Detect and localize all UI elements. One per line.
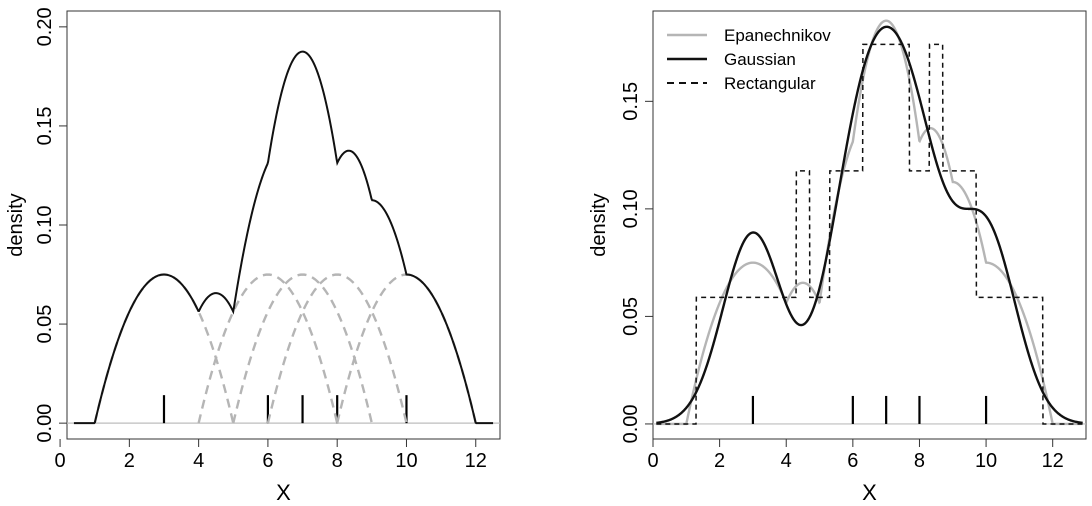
y-tick-label: 0.10 <box>620 189 642 228</box>
kernel-curve <box>232 273 373 424</box>
density-estimate-line <box>73 50 494 425</box>
y-tick-label: 0.00 <box>34 404 56 443</box>
y-axis-label: density <box>588 193 610 256</box>
x-tick-label: 0 <box>55 450 66 472</box>
x-tick-label: 0 <box>647 450 658 472</box>
rectangular-density-line <box>656 43 1083 425</box>
y-tick-label: 0.15 <box>620 82 642 121</box>
x-tick-label: 10 <box>395 450 417 472</box>
y-tick-label: 0.05 <box>34 305 56 344</box>
legend-label-gaussian: Gaussian <box>724 50 796 69</box>
y-tick-label: 0.05 <box>620 297 642 336</box>
x-axis-label: X <box>276 480 291 505</box>
x-tick-label: 8 <box>332 450 343 472</box>
x-tick-label: 10 <box>975 450 997 472</box>
legend: Epanechnikov Gaussian Rectangular <box>667 26 831 93</box>
legend-label-epanechnikov: Epanechnikov <box>724 26 831 45</box>
x-tick-label: 4 <box>193 450 204 472</box>
gaussian-density-line <box>656 25 1083 425</box>
x-tick-label: 12 <box>465 450 487 472</box>
x-tick-label: 2 <box>714 450 725 472</box>
x-tick-label: 2 <box>124 450 135 472</box>
x-tick-label: 12 <box>1042 450 1064 472</box>
kernel-curve <box>197 273 339 424</box>
x-tick-label: 8 <box>914 450 925 472</box>
y-tick-label: 0.10 <box>34 206 56 245</box>
y-tick-label: 0.15 <box>34 106 56 145</box>
x-tick-label: 4 <box>781 450 792 472</box>
x-tick-label: 6 <box>847 450 858 472</box>
epanechnikov-density-line <box>656 19 1083 426</box>
y-tick-label: 0.20 <box>34 7 56 46</box>
legend-label-rectangular: Rectangular <box>724 74 816 93</box>
y-tick-label: 0.00 <box>620 404 642 443</box>
plot-frame <box>66 10 501 440</box>
y-axis-label: density <box>5 193 27 256</box>
kernel-curve <box>266 273 408 424</box>
plot-frame <box>652 10 1087 440</box>
x-axis-label: X <box>862 480 877 505</box>
x-tick-label: 6 <box>262 450 273 472</box>
